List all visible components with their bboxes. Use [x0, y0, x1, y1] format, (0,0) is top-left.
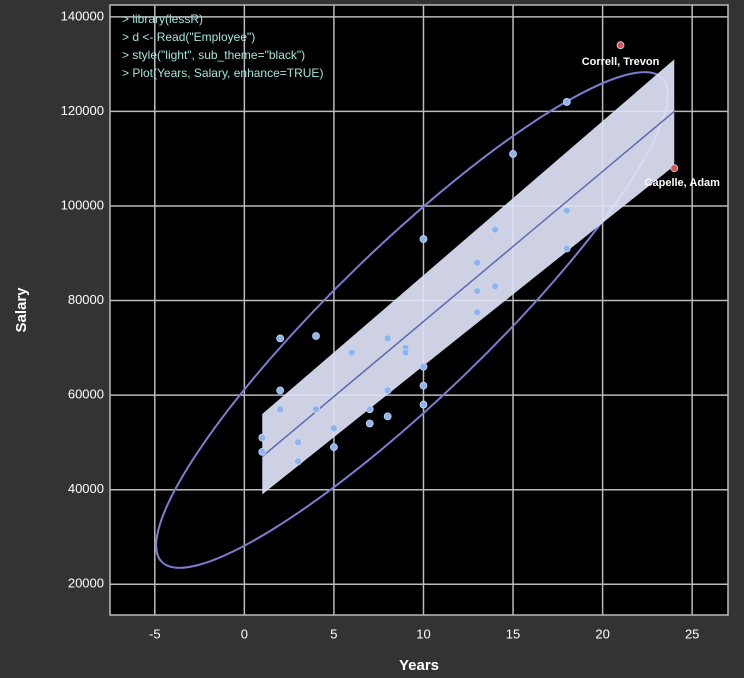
point: [562, 206, 571, 215]
point: [383, 412, 392, 421]
point: [365, 405, 374, 414]
y-tick-label: 80000: [68, 292, 104, 307]
fit-line: [261, 110, 675, 458]
x-axis-label: Years: [399, 657, 439, 674]
point: [365, 419, 374, 428]
y-axis-label: Salary: [13, 287, 30, 333]
point: [312, 332, 320, 340]
x-tick-label: 25: [685, 626, 699, 641]
point: [258, 433, 267, 442]
point-label: Correll, Trevon: [582, 56, 660, 68]
code-line: > library(lessR): [122, 12, 203, 26]
x-tick-label: 20: [595, 626, 609, 641]
point: [562, 244, 571, 253]
y-tick-label: 100000: [61, 197, 104, 212]
code-line: > style("light", sub_theme="black"): [122, 48, 305, 62]
code-line: > Plot(Years, Salary, enhance=TRUE): [122, 66, 323, 80]
point: [419, 362, 428, 371]
point: [276, 405, 285, 414]
x-tick-label: 0: [241, 626, 248, 641]
point: [294, 438, 302, 447]
point: [473, 258, 482, 267]
point: [419, 235, 428, 243]
point: [562, 98, 571, 106]
point: [419, 400, 428, 409]
point: [383, 386, 392, 395]
y-tick-label: 60000: [68, 387, 104, 402]
point: [383, 334, 392, 343]
point: [330, 424, 338, 433]
point: [312, 405, 320, 414]
point: [473, 308, 482, 317]
y-tick-label: 40000: [68, 481, 104, 496]
x-tick-label: 5: [330, 626, 337, 641]
point: [670, 164, 679, 173]
y-tick-label: 20000: [68, 576, 104, 591]
x-tick-label: 10: [416, 626, 430, 641]
point: [509, 150, 517, 158]
point: [491, 225, 500, 234]
confidence-band: [262, 59, 675, 495]
point: [258, 447, 267, 456]
y-tick-label: 140000: [61, 8, 104, 23]
point: [419, 381, 428, 390]
point: [330, 443, 338, 452]
point: [616, 41, 625, 50]
x-tick-label: -5: [149, 626, 161, 641]
point: [276, 386, 285, 395]
x-tick-label: 15: [506, 626, 520, 641]
point: [276, 334, 285, 343]
point: [347, 348, 356, 357]
point: [491, 282, 500, 291]
point: [294, 457, 302, 466]
point: [401, 348, 410, 357]
point: [473, 287, 482, 295]
point-label: Capelle, Adam: [645, 177, 721, 189]
code-line: > d <- Read("Employee"): [122, 30, 255, 44]
y-tick-label: 120000: [61, 103, 104, 118]
